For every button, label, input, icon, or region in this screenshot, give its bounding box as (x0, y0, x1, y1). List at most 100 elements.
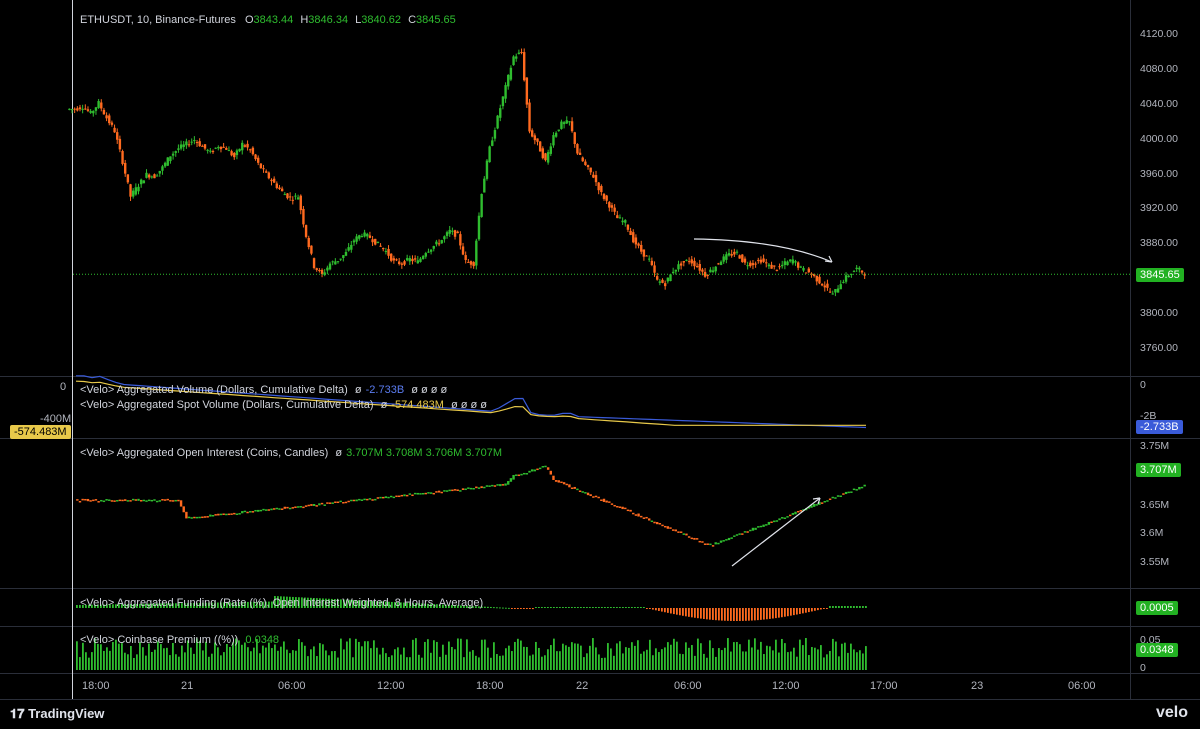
price-candle (456, 231, 459, 234)
price-candle (828, 291, 832, 293)
funding-bar (268, 601, 270, 608)
premium-bar (697, 638, 699, 670)
time-axis-label: 23 (971, 680, 984, 692)
premium-bar (421, 657, 423, 670)
funding-bar (262, 601, 264, 608)
oi-candle (576, 488, 579, 491)
funding-bar (349, 599, 351, 608)
premium-bar (811, 647, 813, 670)
price-candle (695, 266, 699, 268)
oi-candle (312, 504, 316, 506)
funding-bar (307, 597, 309, 608)
premium-bar (793, 647, 795, 670)
volume-legend-1: <Velo> Aggregated Volume (Dollars, Cumul… (80, 384, 451, 396)
premium-bar (184, 652, 186, 670)
price-candle (397, 261, 401, 265)
price-candle (517, 52, 521, 54)
oi-candle (586, 492, 590, 496)
premium-bar (304, 645, 306, 670)
oi-candle (416, 492, 420, 495)
funding-bar (535, 607, 537, 608)
oi-candle (94, 499, 98, 501)
price-candle (858, 267, 861, 270)
symbol-title[interactable]: ETHUSDT, 10, Binance-Futures (80, 14, 236, 26)
price-candle (600, 185, 603, 193)
spot-volume-title[interactable]: <Velo> Aggregated Spot Volume (Dollars, … (80, 399, 374, 411)
price-candle (546, 152, 550, 163)
price-candle (347, 247, 350, 251)
funding-bar (370, 600, 372, 608)
funding-bar (136, 603, 138, 608)
price-candle (592, 174, 595, 178)
premium-bar (394, 649, 396, 670)
premium-bar (139, 642, 141, 670)
oi-candle (496, 484, 499, 486)
price-candle (445, 232, 449, 236)
price-candle (565, 120, 568, 124)
premium-bar (763, 654, 765, 670)
arrowhead-icon (824, 255, 833, 263)
price-candle (238, 148, 241, 152)
funding-bar (322, 598, 324, 608)
oi-title[interactable]: <Velo> Aggregated Open Interest (Coins, … (80, 447, 329, 459)
oi-candle (767, 521, 771, 525)
funding-title[interactable]: <Velo> Aggregated Funding (Rate (%), Ope… (80, 597, 484, 609)
premium-bar (658, 652, 660, 670)
oi-candle (195, 516, 199, 519)
price-candle (376, 241, 380, 244)
price-candle (746, 265, 749, 267)
funding-bar (853, 606, 855, 608)
premium-bar (262, 645, 264, 670)
price-candle (222, 146, 225, 148)
price-candle (738, 255, 741, 259)
price-candle (541, 148, 545, 159)
funding-bar (208, 602, 210, 608)
volume-title[interactable]: <Velo> Aggregated Volume (Dollars, Cumul… (80, 384, 348, 396)
oi-candle (812, 503, 816, 507)
oi-candle (730, 537, 733, 539)
premium-bar (691, 645, 693, 670)
oi-candle (735, 534, 739, 536)
oi-candle (206, 516, 209, 518)
premium-bar (529, 655, 531, 670)
annotation-arrow-oi (731, 497, 821, 567)
oi-candle (219, 513, 223, 516)
funding-bar (673, 608, 675, 615)
price-candle (137, 186, 140, 192)
funding-bar (469, 605, 471, 608)
funding-bar (496, 607, 498, 609)
oi-candle (411, 494, 414, 497)
price-candle (429, 249, 433, 252)
premium-bar (367, 641, 369, 670)
oi-candle (435, 491, 438, 493)
premium-bar (865, 646, 867, 670)
premium-bar (562, 643, 564, 670)
funding-bar (178, 603, 180, 608)
price-candle (538, 141, 542, 152)
premium-bar (670, 644, 672, 670)
oi-candle (86, 498, 90, 502)
premium-bar (427, 639, 429, 670)
price-candle (100, 102, 103, 109)
oi-candle (852, 488, 856, 491)
premium-bar (142, 647, 144, 670)
premium-title[interactable]: <Velo> Coinbase Premium ((%)) (80, 634, 239, 646)
funding-bar (571, 607, 573, 608)
funding-bar (772, 608, 774, 619)
price-candle (304, 225, 308, 237)
price-candle (296, 197, 300, 200)
premium-bar (451, 646, 453, 670)
volume-tag: -2.733B (1136, 420, 1183, 434)
funding-bar (250, 601, 252, 608)
premium-bar (238, 640, 240, 670)
oi-candle (834, 497, 837, 499)
funding-bar (232, 602, 234, 608)
oi-candle (331, 502, 334, 504)
funding-bar (619, 607, 621, 608)
price-candle (685, 259, 688, 261)
premium-bar (649, 639, 651, 670)
price-candle (294, 195, 297, 197)
tradingview-logo[interactable]: 𝟏𝟕 TradingView (10, 706, 104, 722)
funding-bar (493, 607, 495, 609)
